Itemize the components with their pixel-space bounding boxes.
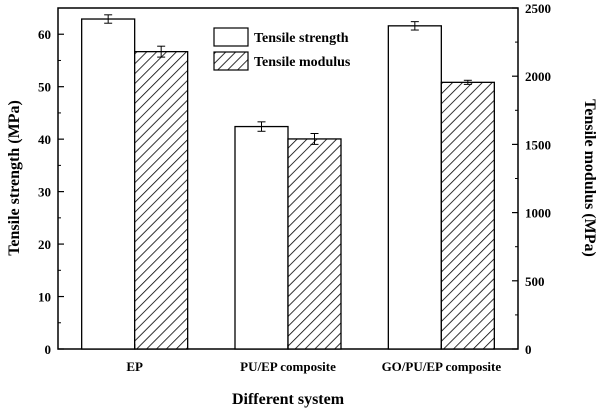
x-tick-label-pu-ep-composite: PU/EP composite bbox=[240, 359, 336, 374]
y2-tick-label-1500: 1500 bbox=[525, 137, 551, 152]
bar-tensile-modulus-go-pu-ep-composite bbox=[440, 81, 495, 350]
bar-tensile-modulus-pu-ep-composite bbox=[287, 138, 342, 350]
bars-layer bbox=[81, 14, 495, 350]
bar-tensile-modulus-ep bbox=[134, 50, 189, 350]
y2-tick-label-2000: 2000 bbox=[525, 69, 551, 84]
bar-tensile-strength-pu-ep-composite bbox=[234, 125, 289, 350]
y2-tick-label-0: 0 bbox=[525, 342, 532, 357]
y2-tick-label-2500: 2500 bbox=[525, 1, 551, 16]
bar-tensile-strength-go-pu-ep-composite bbox=[387, 25, 442, 350]
y-tick-label-40: 40 bbox=[38, 132, 51, 147]
legend-swatch-tensile-modulus bbox=[213, 51, 249, 71]
y-tick-label-20: 20 bbox=[38, 237, 51, 252]
legend-label-tensile-strength: Tensile strength bbox=[254, 31, 349, 46]
legend-label-tensile-modulus: Tensile modulus bbox=[254, 55, 351, 70]
legend: Tensile strength Tensile modulus bbox=[213, 27, 351, 71]
y2-tick-label-500: 500 bbox=[525, 274, 545, 289]
y-tick-label-10: 10 bbox=[38, 290, 51, 305]
y-axis-title: Tensile strength (MPa) bbox=[6, 100, 23, 256]
bar-tensile-strength-ep bbox=[81, 18, 136, 350]
y-tick-label-60: 60 bbox=[38, 27, 51, 42]
y-tick-label-30: 30 bbox=[38, 185, 51, 200]
y2-tick-label-1000: 1000 bbox=[525, 206, 551, 221]
legend-swatch-tensile-strength bbox=[213, 27, 249, 47]
x-tick-label-go-pu-ep-composite: GO/PU/EP composite bbox=[382, 359, 502, 374]
x-tick-label-ep: EP bbox=[126, 359, 143, 374]
y-tick-label-0: 0 bbox=[45, 342, 52, 357]
y2-axis-title: Tensile modulus (MPa) bbox=[581, 99, 598, 257]
y-tick-label-50: 50 bbox=[38, 80, 51, 95]
x-axis-title: Different system bbox=[232, 391, 345, 408]
ticks-layer: EP PU/EP composite GO/PU/EP composite 0 10 20… bbox=[38, 1, 551, 374]
